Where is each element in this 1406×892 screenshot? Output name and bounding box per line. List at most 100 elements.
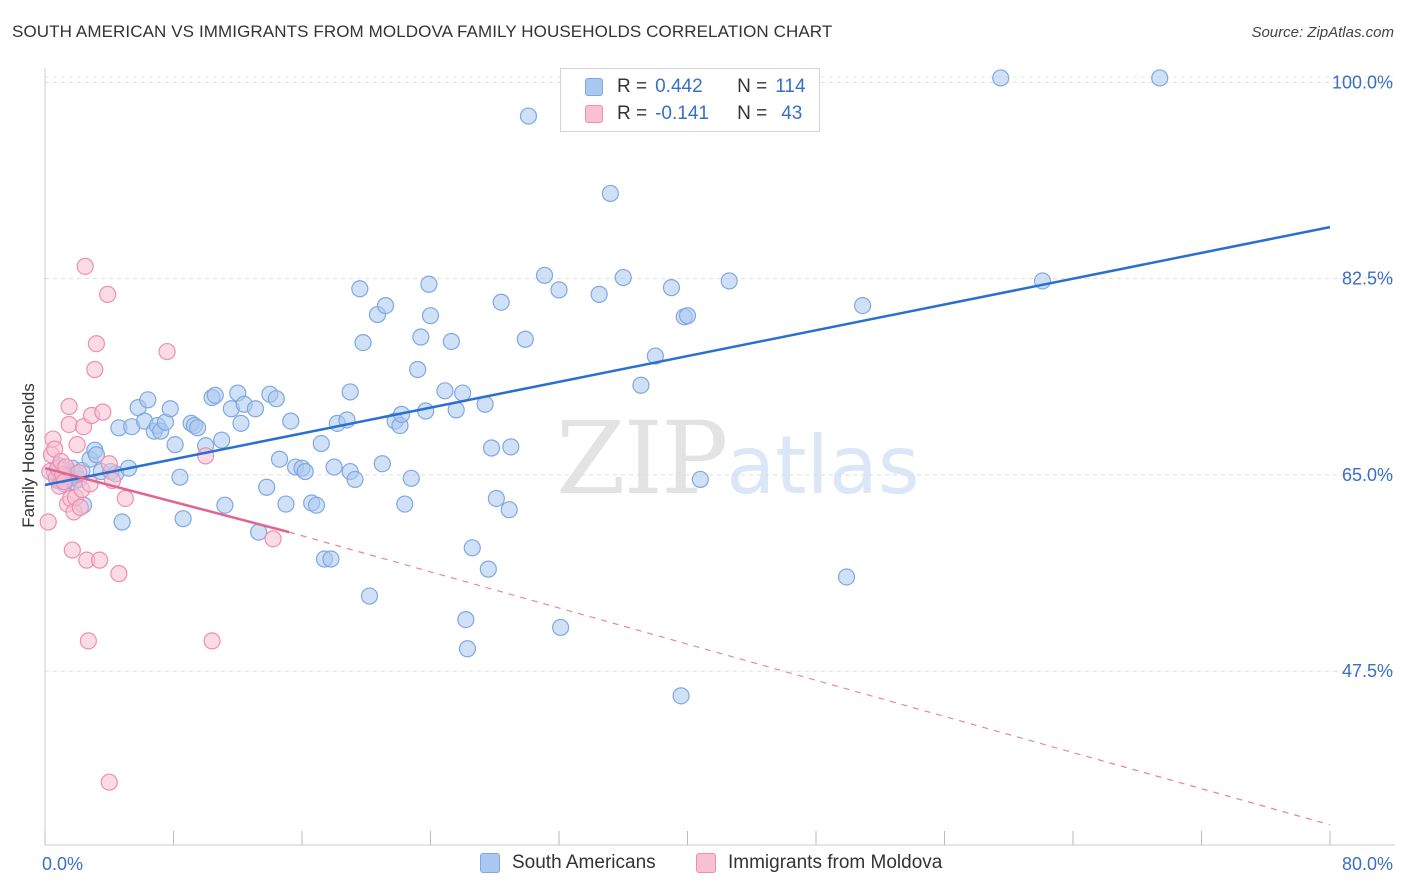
point-south-american [188,419,207,437]
stats-legend: R = 0.442 N = 114 R = -0.141 N = 43 [560,68,820,132]
y-axis-title: Family Households [19,383,38,528]
point-south-american [171,468,189,486]
point-south-american [166,436,184,454]
point-south-american [552,618,570,637]
point-south-american [516,330,534,348]
axes [44,68,1395,846]
point-south-american [312,434,330,453]
legend-r-value: 0.442 [655,76,703,97]
trend-line-moldova-extension [288,531,1331,826]
point-moldova [158,342,176,361]
point-moldova [94,403,112,421]
legend-n-label: N = [737,76,768,97]
point-south-american [420,275,438,293]
point-south-american [457,610,475,629]
legend-r-value: -0.141 [655,103,709,124]
point-south-american [161,400,179,418]
point-moldova [39,513,57,531]
legend-r-label: R = [617,103,648,124]
point-moldova [60,415,78,434]
point-moldova [71,498,89,517]
series-legend: South Americans Immigrants from Moldova [0,850,1406,880]
point-south-american [409,360,427,379]
legend-label: South Americans [512,852,656,873]
point-south-american [458,640,477,658]
point-south-american [519,107,538,125]
point-south-american [341,383,359,401]
point-moldova [99,285,117,303]
point-south-american [678,307,697,325]
x-tick-label: 0.0% [42,854,83,874]
point-moldova [100,455,118,473]
legend-swatch-blue [480,853,500,873]
legend-item-moldova[interactable]: Immigrants from Moldova [696,852,942,874]
point-moldova [264,530,282,548]
point-south-american [113,513,131,531]
point-south-american [601,184,620,203]
watermark: ZIPatlas [556,400,920,517]
point-south-american [614,268,632,287]
legend-row-moldova: R = -0.141 N = 43 [585,100,802,128]
legend-n-value: 114 [775,76,806,97]
point-south-american [270,450,289,468]
point-south-american [246,400,265,418]
legend-r-label: R = [617,76,648,97]
legend-row-south-americans: R = 0.442 N = 114 [585,73,806,101]
point-south-american [206,386,224,404]
legend-n-value: 43 [781,103,803,124]
point-south-american [691,470,709,489]
point-south-american [992,69,1010,87]
point-moldova [110,565,128,583]
y-tick-label: 100.0% [1332,72,1393,92]
legend-swatch-pink [696,853,716,873]
point-south-american [662,279,681,297]
legend-label: Immigrants from Moldova [728,852,943,873]
point-south-american [139,391,157,409]
point-moldova [86,360,104,379]
point-south-american [646,347,664,365]
point-south-american [632,376,650,394]
point-south-american [720,272,738,290]
source-label: Source: ZipAtlas.com [1251,24,1394,41]
point-moldova [100,773,118,791]
point-south-american [322,550,340,568]
point-south-american [535,266,554,284]
series-south-americans [46,69,1169,705]
point-south-american [502,438,520,456]
trend-line-south-americans [44,225,1331,487]
point-south-american [454,384,472,402]
legend-item-south-americans[interactable]: South Americans [480,852,656,874]
point-south-american [213,431,231,449]
x-tick-label: 80.0% [1342,854,1393,874]
point-south-american [412,328,430,346]
point-south-american [267,390,285,408]
series-moldova [39,257,282,791]
point-south-american [307,496,326,514]
point-south-american [1151,69,1169,87]
chart-title: SOUTH AMERICAN VS IMMIGRANTS FROM MOLDOV… [12,22,833,41]
point-south-american [421,307,440,325]
point-south-american [442,332,460,351]
legend-n-label: N = [737,103,768,124]
point-south-american [351,280,369,298]
point-south-american [376,296,395,315]
point-south-american [296,462,314,481]
point-south-american [360,587,379,605]
legend-swatch-pink [585,105,603,123]
point-south-american [853,296,872,315]
point-south-american [590,285,608,303]
point-south-american [216,496,234,514]
point-south-american [277,495,295,513]
point-south-american [550,281,568,299]
point-south-american [258,478,276,496]
point-south-american [436,382,454,400]
point-moldova [197,447,215,465]
point-south-american [282,412,300,430]
point-moldova [76,257,94,275]
point-south-american [402,469,420,487]
point-moldova [116,489,134,508]
point-south-american [87,446,106,464]
trend-line-moldova [44,466,290,534]
point-south-american [672,687,690,705]
